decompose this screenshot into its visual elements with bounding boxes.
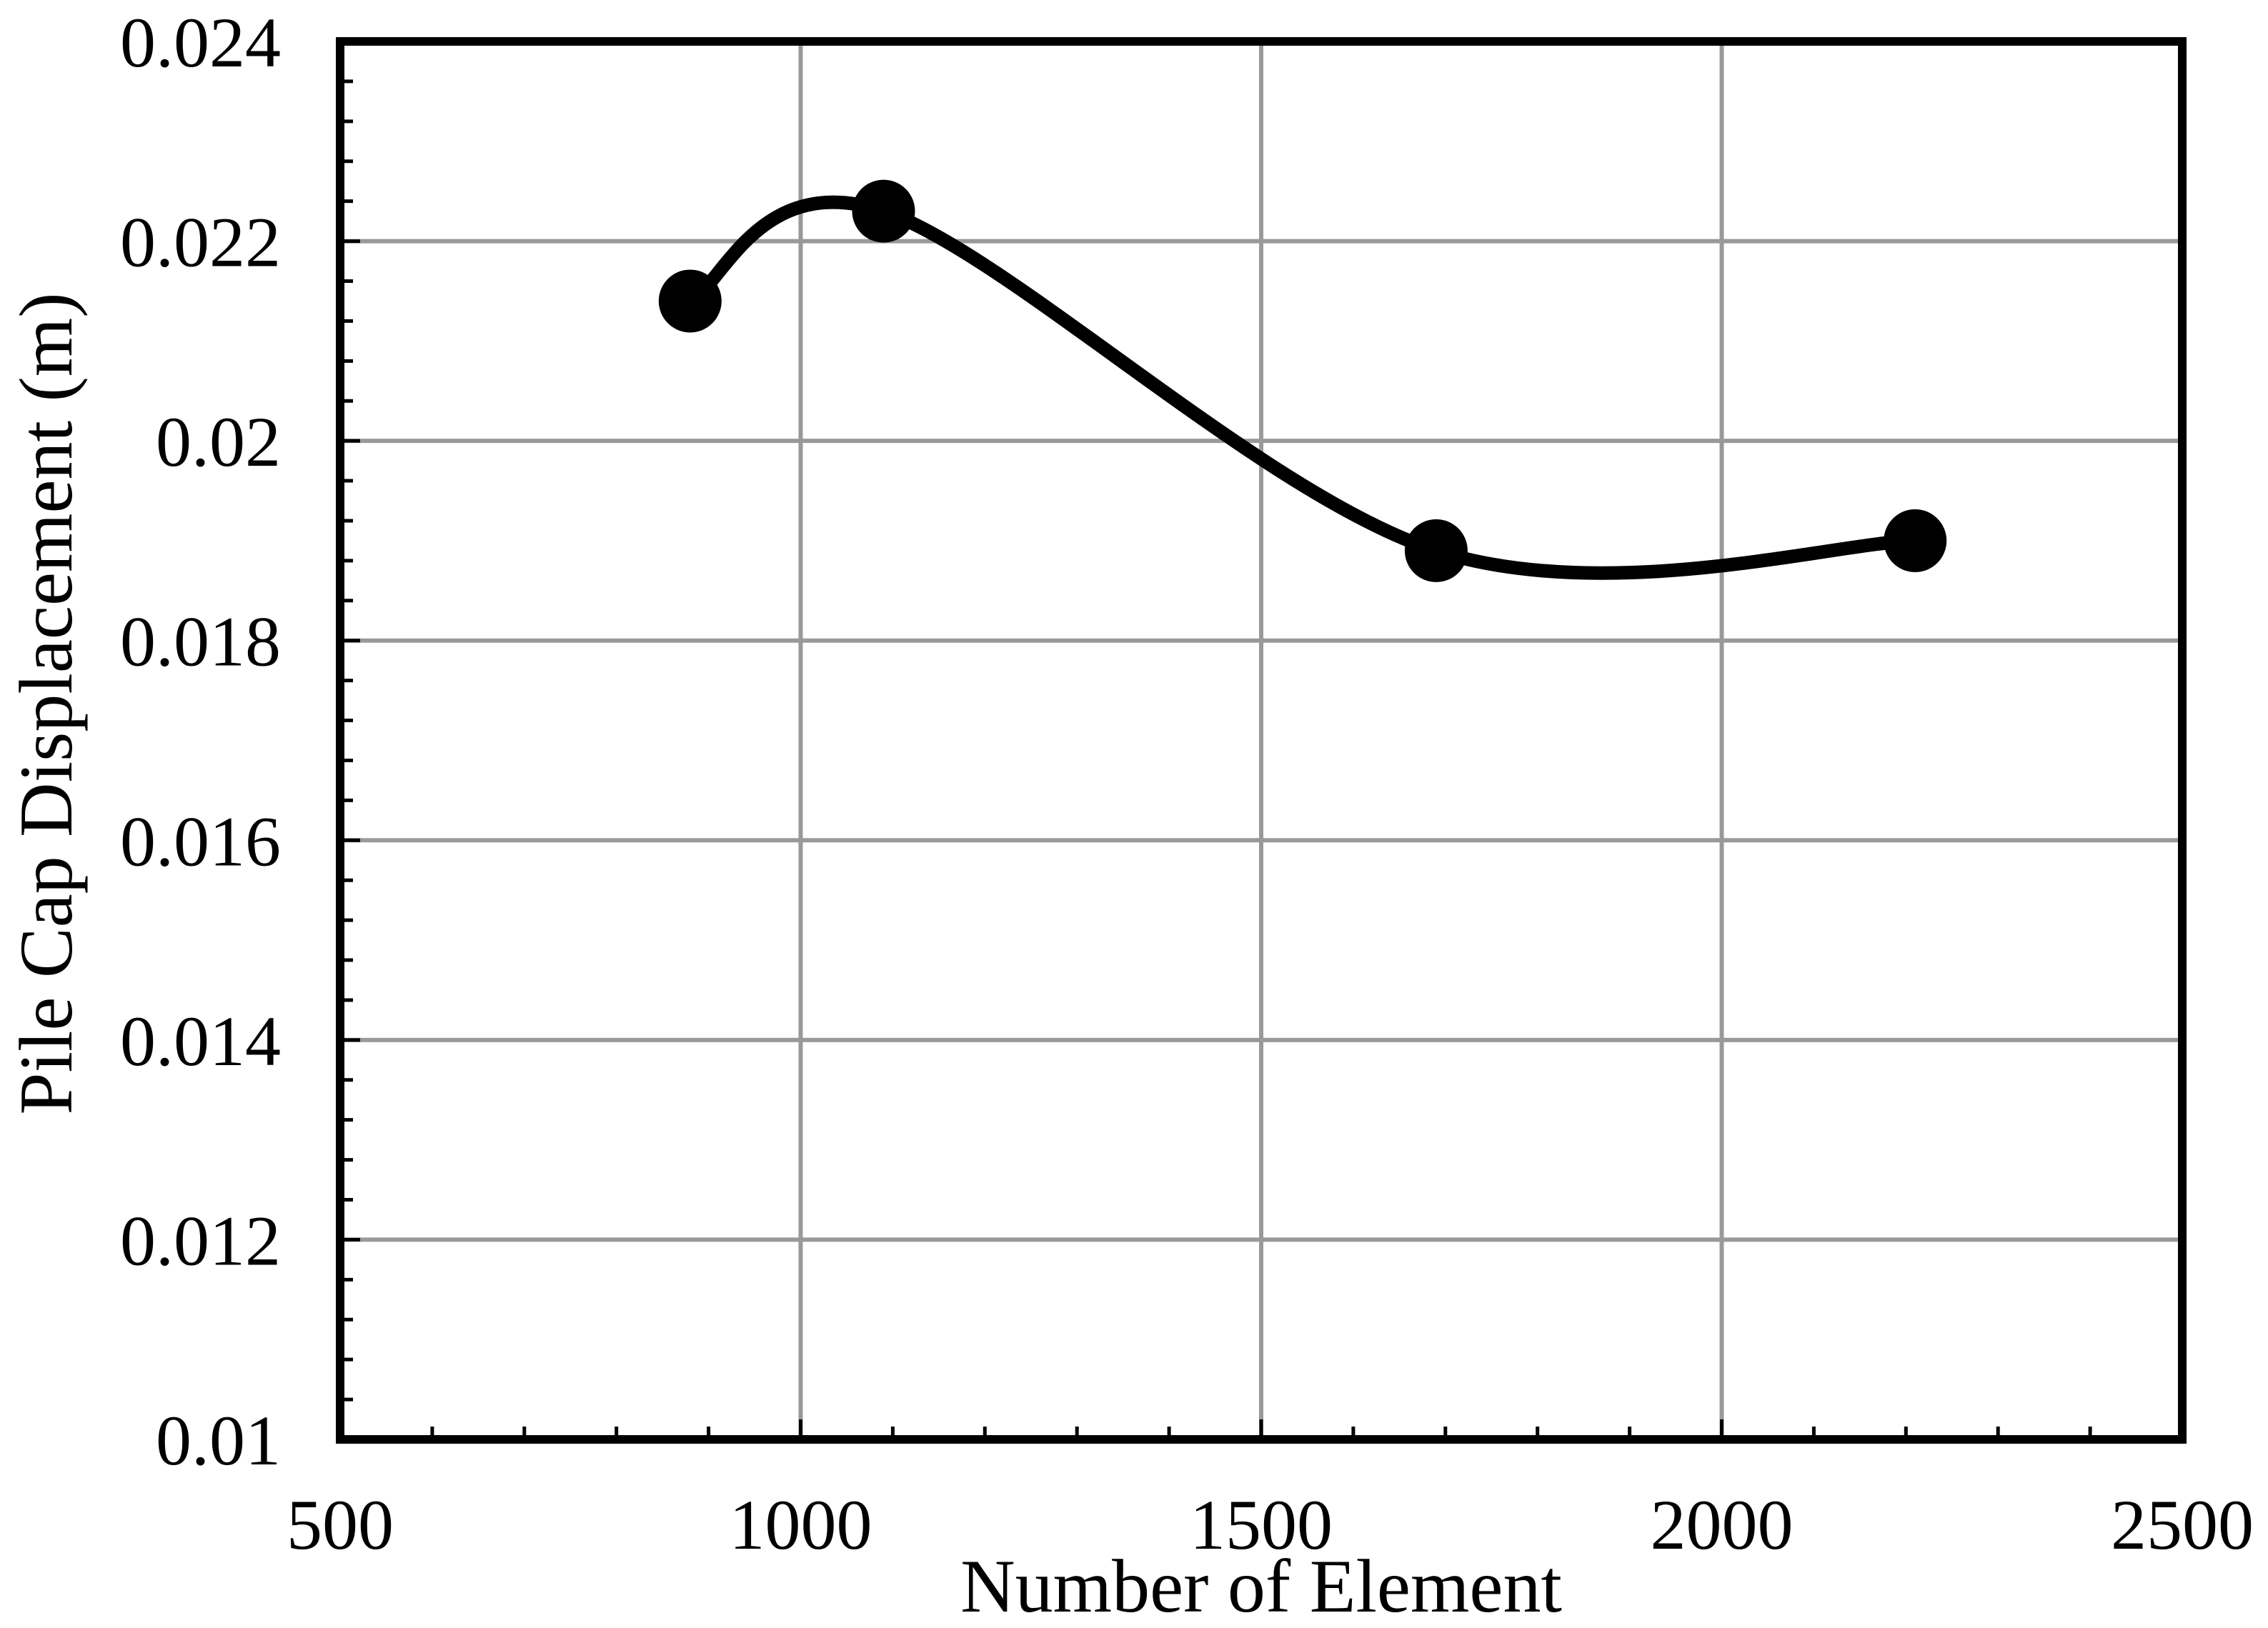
x-tick-label: 2000	[1651, 1485, 1794, 1564]
data-points	[658, 179, 1947, 582]
data-point-marker	[852, 179, 915, 243]
y-tick-label: 0.01	[156, 1401, 281, 1480]
y-tick-label: 0.02	[156, 402, 281, 481]
tick-labels: 500 1000 1500 2000 2500 0.01 0.012 0.014 0.016 0.…	[120, 3, 2254, 1564]
data-point-marker	[658, 269, 722, 333]
x-tick-label: 2500	[2111, 1485, 2254, 1564]
y-tick-label: 0.012	[120, 1201, 281, 1280]
x-tick-label: 1000	[730, 1485, 872, 1564]
data-point-marker	[1404, 519, 1468, 582]
y-tick-label: 0.016	[120, 801, 281, 881]
data-point-marker	[1884, 509, 1947, 572]
gridlines	[340, 41, 2182, 1439]
y-tick-label: 0.018	[120, 602, 281, 681]
x-axis-title: Number of Element	[960, 1544, 1562, 1628]
data-series	[683, 195, 1922, 580]
y-tick-label: 0.022	[120, 203, 281, 282]
x-tick-label: 500	[287, 1485, 394, 1564]
y-tick-label: 0.014	[120, 1002, 281, 1081]
axis-ticks	[340, 79, 2092, 1439]
x-tick-label: 1500	[1190, 1485, 1333, 1564]
plot-border	[336, 37, 2187, 1444]
y-tick-label: 0.024	[120, 3, 281, 82]
y-axis-title: Pile Cap Displacement (m)	[4, 293, 88, 1115]
series-line	[683, 195, 1922, 580]
